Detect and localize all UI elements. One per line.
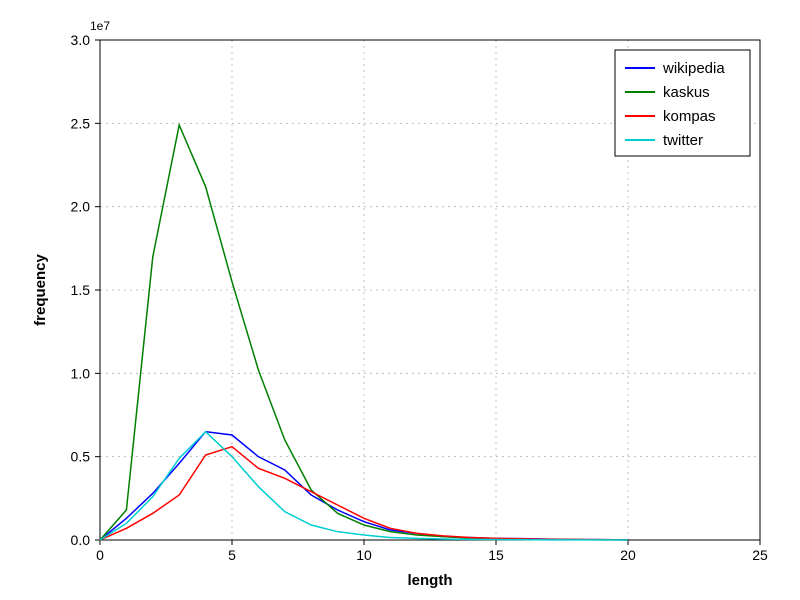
- x-tick-label: 20: [620, 547, 636, 563]
- x-tick-label: 15: [488, 547, 504, 563]
- legend-label-twitter: twitter: [663, 132, 703, 149]
- y-tick-label: 1.0: [71, 365, 91, 381]
- x-axis-label: length: [408, 572, 453, 589]
- x-tick-label: 0: [96, 547, 104, 563]
- y-tick-label: 2.0: [71, 199, 91, 215]
- chart-svg: 0 5 10 15 20 25 0.0 0.5 1.0 1.5 2.0 2.5 3.01e7 length…: [0, 0, 800, 600]
- y-tick-label: 0.5: [71, 449, 91, 465]
- y-tick-label: 3.0: [71, 32, 91, 48]
- legend-label-wikipedia: wikipedia: [662, 60, 725, 77]
- x-tick-label: 10: [356, 547, 372, 563]
- y-tick-label: 2.5: [71, 115, 91, 131]
- x-tick-label: 25: [752, 547, 768, 563]
- y-exponent-label: 1e7: [90, 19, 110, 33]
- y-axis-label: frequency: [32, 254, 49, 326]
- y-tick-label: 0.0: [71, 532, 91, 548]
- legend-label-kompas: kompas: [663, 108, 716, 125]
- x-tick-label: 5: [228, 547, 236, 563]
- y-tick-label: 1.5: [71, 282, 91, 298]
- line-chart: 0 5 10 15 20 25 0.0 0.5 1.0 1.5 2.0 2.5 3.01e7 length…: [0, 0, 800, 600]
- legend-label-kaskus: kaskus: [663, 84, 710, 101]
